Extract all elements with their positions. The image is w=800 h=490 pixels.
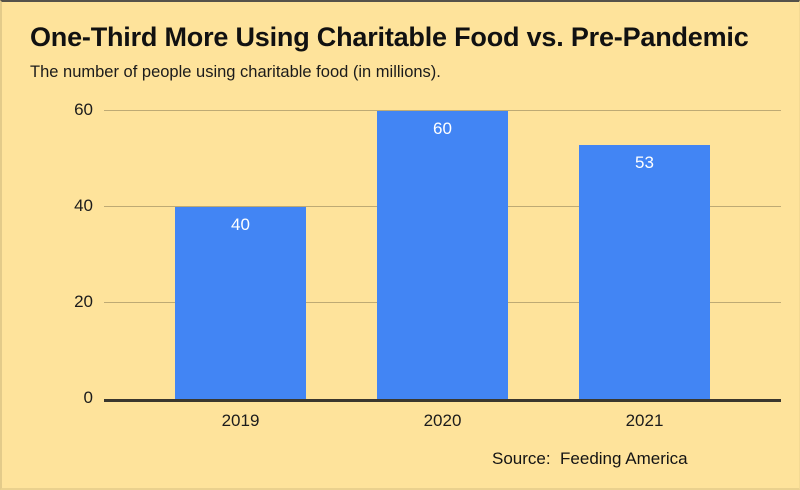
bar-2021: 53 (579, 144, 710, 399)
y-axis-tick-label-40: 40 (74, 196, 93, 215)
bar-value-label-2019: 40 (231, 215, 250, 234)
bar-value-label-2021: 53 (635, 152, 654, 172)
y-axis-tick-label-0: 0 (83, 388, 93, 407)
y-axis-tick-label-60: 60 (74, 100, 93, 119)
plot-area: 0 20 40 60 40 2019 60 2020 53 2021 (74, 101, 781, 430)
bar-2020: 60 (377, 111, 508, 399)
x-axis-tick-label-2021: 2021 (625, 411, 664, 430)
gridline-y-60 (104, 110, 781, 111)
chart-subtitle: The number of people using charitable fo… (30, 63, 441, 81)
bar-value-label-2020: 60 (433, 119, 452, 138)
bar-2019: 40 (175, 207, 306, 399)
y-axis-tick-label-20: 20 (74, 292, 93, 311)
source-note: Source: Feeding America (492, 449, 688, 468)
x-axis-tick-label-2020: 2020 (423, 411, 462, 430)
chart-title: One-Third More Using Charitable Food vs.… (30, 22, 749, 52)
x-axis-tick-label-2019: 2019 (221, 411, 260, 430)
